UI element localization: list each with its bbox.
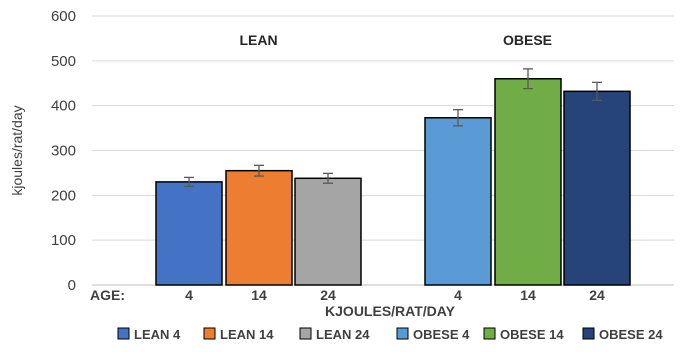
y-tick-label: 200	[51, 187, 76, 204]
x-tick-label: 24	[320, 287, 336, 303]
x-tick-label: 4	[185, 287, 193, 303]
group-labels: LEAN OBESE	[239, 32, 552, 48]
y-tick-label: 100	[51, 232, 76, 249]
legend: LEAN 4 LEAN 14 LEAN 24 OBESE 4 OBESE 14 OBESE…	[117, 327, 663, 342]
legend-label: OBESE 4	[413, 327, 470, 342]
group-label-lean: LEAN	[239, 32, 277, 48]
legend-label: LEAN 4	[134, 327, 181, 342]
y-tick-label: 500	[51, 53, 76, 70]
x-axis-ticks: 4 14 24 4 14 24	[185, 287, 605, 303]
x-tick-label: 4	[454, 287, 462, 303]
x-axis-title: KJOULES/RAT/DAY	[325, 303, 456, 319]
y-tick-label: 300	[51, 143, 76, 160]
y-tick-label: 400	[51, 98, 76, 115]
legend-label: LEAN 24	[316, 327, 370, 342]
legend-swatch	[117, 327, 130, 340]
x-tick-label: 14	[520, 287, 536, 303]
legend-swatch	[203, 327, 216, 340]
legend-swatch	[483, 327, 496, 340]
x-tick-label: 14	[251, 287, 267, 303]
age-axis-prefix: AGE:	[90, 287, 125, 303]
legend-label: OBESE 14	[500, 327, 564, 342]
bar-lean-4	[155, 181, 223, 286]
legend-swatch	[582, 327, 595, 340]
legend-swatch	[396, 327, 409, 340]
bar-obese-24	[563, 90, 631, 286]
y-axis-ticks: 0 100 200 300 400 500 600	[51, 8, 76, 294]
legend-swatch	[299, 327, 312, 340]
legend-label: OBESE 24	[599, 327, 663, 342]
y-axis-title: kjoules/rat/day	[9, 105, 25, 195]
error-bars	[184, 68, 602, 188]
bar-obese-14	[494, 78, 562, 286]
group-label-obese: OBESE	[503, 32, 552, 48]
bar-lean-14	[225, 169, 293, 286]
legend-label: LEAN 14	[220, 327, 274, 342]
y-tick-label: 600	[51, 8, 76, 25]
x-tick-label: 24	[589, 287, 605, 303]
bar-lean-24	[294, 177, 362, 286]
bars	[155, 78, 631, 286]
bar-obese-4	[424, 117, 492, 286]
y-tick-label: 0	[68, 277, 76, 294]
